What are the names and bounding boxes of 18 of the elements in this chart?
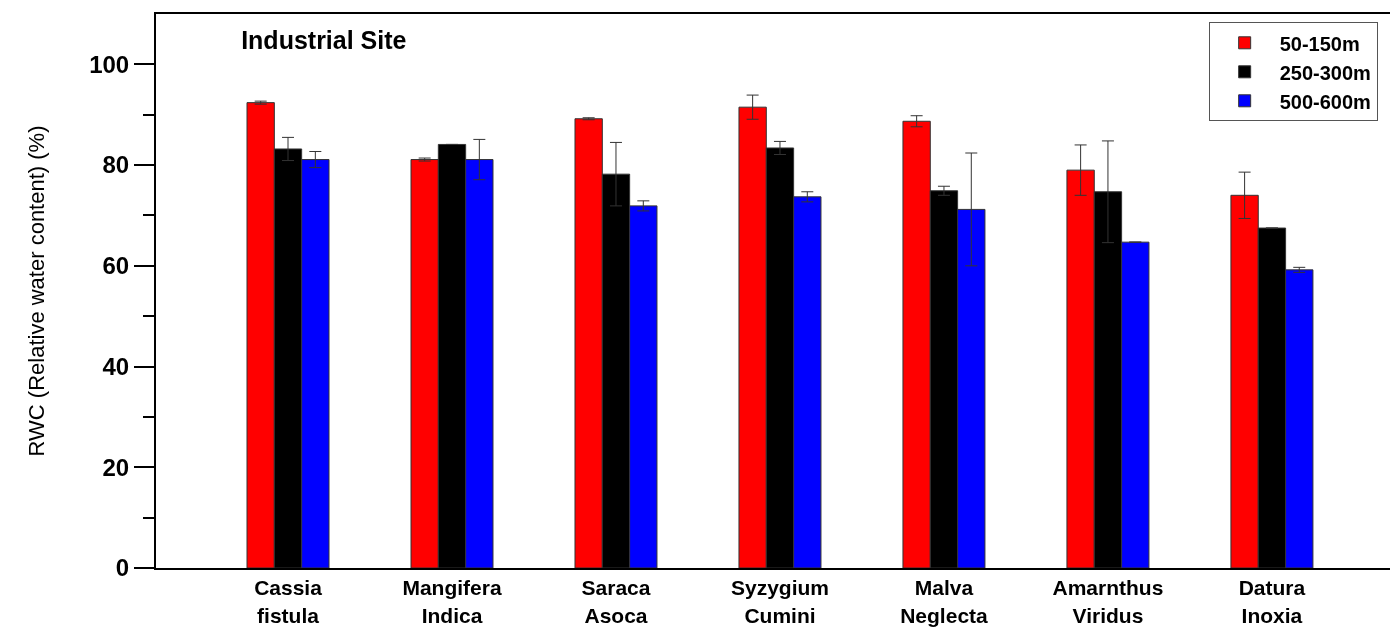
- legend-label: 250-300m: [1279, 61, 1371, 84]
- y-tick-label: 0: [115, 554, 130, 582]
- x-tick-label: Cassia fistula: [254, 576, 323, 627]
- text: Industrial Site: [241, 25, 407, 54]
- x-tick-label: Saraca Asoca: [581, 576, 651, 627]
- y-axis-title: RWC (Relative water content) (%): [24, 125, 50, 457]
- x-tick-label: Syzygium Cumini: [730, 576, 829, 627]
- x-tick-label: Mangifera Indica: [402, 576, 502, 627]
- legend-label: 50-150m: [1279, 32, 1360, 55]
- y-tick-label: 40: [102, 352, 130, 380]
- y-tick-label: 60: [102, 252, 130, 280]
- legend-label: 500-600m: [1279, 90, 1371, 113]
- x-tick-label: Amarnthus Viridus: [1052, 576, 1164, 627]
- y-tick-label: 20: [102, 453, 130, 481]
- x-tick-label: Malva Neglecta: [900, 576, 989, 627]
- y-tick-label: 80: [102, 151, 130, 179]
- y-tick-label: 100: [89, 50, 130, 78]
- x-tick-label: Datura Inoxia: [1238, 576, 1306, 627]
